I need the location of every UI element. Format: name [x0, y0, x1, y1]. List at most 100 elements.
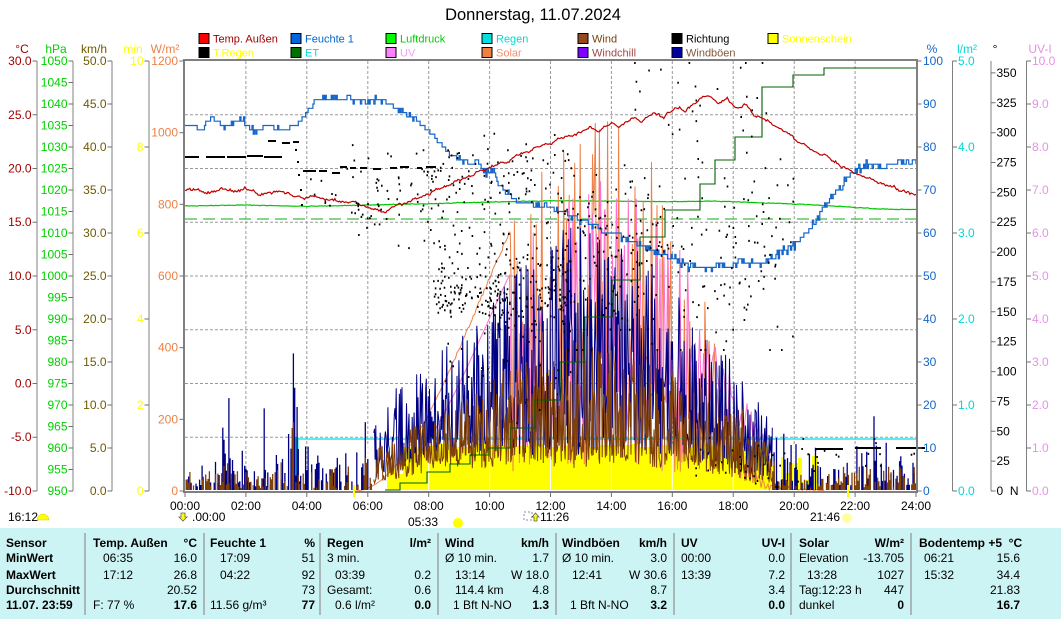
svg-text:dunkel: dunkel [799, 598, 834, 612]
svg-text:3.2: 3.2 [650, 598, 667, 612]
svg-text:34.4: 34.4 [997, 568, 1021, 582]
svg-text:40.0: 40.0 [83, 140, 107, 154]
svg-text:800: 800 [158, 197, 178, 211]
svg-text:1.0: 1.0 [1032, 441, 1049, 455]
svg-text:0 N: 0 N [997, 484, 1019, 498]
svg-text:985: 985 [47, 334, 67, 348]
svg-text:Richtung: Richtung [686, 34, 729, 46]
svg-text:3 min.: 3 min. [327, 551, 360, 565]
svg-text:10.0: 10.0 [83, 398, 107, 412]
svg-text:05:33: 05:33 [408, 515, 438, 529]
svg-text:Regen: Regen [496, 34, 528, 46]
svg-text:06:00: 06:00 [353, 499, 383, 513]
svg-text:0: 0 [171, 484, 178, 498]
svg-text:17:09: 17:09 [220, 551, 250, 565]
svg-text:30.0: 30.0 [83, 226, 107, 240]
svg-text:15.0: 15.0 [8, 215, 32, 229]
svg-text:20.0: 20.0 [83, 312, 107, 326]
svg-text:Bodentemp +5 °C: Bodentemp +5 °C [919, 536, 1022, 550]
svg-text:447: 447 [884, 583, 904, 597]
svg-text:0.0: 0.0 [958, 484, 975, 498]
svg-text:min: min [123, 42, 142, 56]
svg-text:92: 92 [302, 568, 316, 582]
svg-text:Sensor: Sensor [6, 536, 47, 550]
svg-text:08:00: 08:00 [414, 499, 444, 513]
svg-text:1027: 1027 [877, 568, 904, 582]
svg-text:13:14: 13:14 [455, 568, 485, 582]
svg-text:10:00: 10:00 [475, 499, 505, 513]
svg-text:Solar: Solar [799, 536, 829, 550]
svg-text:20:00: 20:00 [779, 499, 809, 513]
svg-text:l/m²: l/m² [410, 536, 431, 550]
svg-text:16.7: 16.7 [997, 598, 1021, 612]
svg-text:950: 950 [47, 484, 67, 498]
svg-text:0: 0 [137, 484, 144, 498]
svg-text:600: 600 [158, 269, 178, 283]
svg-text:16.0: 16.0 [174, 551, 198, 565]
svg-text:04:00: 04:00 [292, 499, 322, 513]
svg-text:1005: 1005 [41, 248, 68, 262]
svg-text:51: 51 [302, 551, 316, 565]
svg-text:1010: 1010 [41, 226, 68, 240]
svg-text:km/h: km/h [521, 536, 549, 550]
svg-text:22:00: 22:00 [840, 499, 870, 513]
svg-text:960: 960 [47, 441, 67, 455]
svg-text:03:39: 03:39 [335, 568, 365, 582]
svg-text:12:00: 12:00 [535, 499, 565, 513]
svg-text:11.07. 23:59: 11.07. 23:59 [6, 598, 73, 612]
svg-text:F: 77 %: F: 77 % [93, 598, 135, 612]
svg-text:°C: °C [184, 536, 198, 550]
svg-text:995: 995 [47, 291, 67, 305]
svg-text:3.0: 3.0 [650, 551, 667, 565]
svg-text:Feuchte 1: Feuchte 1 [305, 34, 354, 46]
svg-text:225: 225 [997, 215, 1017, 229]
svg-text:10.0: 10.0 [1032, 54, 1056, 68]
svg-text:00:00: 00:00 [170, 499, 200, 513]
svg-text:1 Bft N-NO: 1 Bft N-NO [570, 598, 629, 612]
svg-text:ET: ET [305, 48, 319, 60]
svg-text:25: 25 [997, 454, 1011, 468]
svg-text:5.0: 5.0 [958, 54, 975, 68]
svg-text:7.0: 7.0 [1032, 183, 1049, 197]
svg-text:06:35: 06:35 [103, 551, 133, 565]
svg-text:Ø 10 min.: Ø 10 min. [562, 551, 614, 565]
svg-text:1015: 1015 [41, 205, 68, 219]
svg-text:Durchschnitt: Durchschnitt [6, 583, 80, 597]
svg-text:3.4: 3.4 [768, 583, 785, 597]
svg-text:W 18.0: W 18.0 [511, 568, 549, 582]
svg-text:0.6 l/m²: 0.6 l/m² [335, 598, 375, 612]
svg-text:200: 200 [997, 245, 1017, 259]
svg-text:4: 4 [137, 312, 144, 326]
svg-text:26.8: 26.8 [174, 568, 198, 582]
svg-text:21:46: 21:46 [810, 510, 840, 524]
svg-text:990: 990 [47, 312, 67, 326]
svg-text:400: 400 [158, 341, 178, 355]
svg-text:12:41: 12:41 [572, 568, 602, 582]
svg-text:0.0: 0.0 [15, 377, 32, 391]
svg-text:1200: 1200 [151, 54, 178, 68]
svg-text:W/m²: W/m² [151, 42, 180, 56]
svg-text:Regen: Regen [327, 536, 364, 550]
svg-text:30: 30 [923, 355, 937, 369]
svg-text:15:32: 15:32 [924, 568, 954, 582]
svg-text:980: 980 [47, 355, 67, 369]
svg-text:975: 975 [47, 377, 67, 391]
svg-text:0.2: 0.2 [414, 568, 431, 582]
svg-text:4.8: 4.8 [532, 583, 549, 597]
svg-text:350: 350 [997, 66, 1017, 80]
svg-text:45.0: 45.0 [83, 97, 107, 111]
svg-text:60: 60 [923, 226, 937, 240]
svg-text:3.0: 3.0 [1032, 355, 1049, 369]
svg-text:0: 0 [897, 598, 904, 612]
svg-text:24:00: 24:00 [901, 499, 931, 513]
svg-text:6.0: 6.0 [1032, 226, 1049, 240]
svg-text:10.0: 10.0 [8, 269, 32, 283]
svg-text:0: 0 [923, 484, 930, 498]
svg-text:20.52: 20.52 [167, 583, 197, 597]
svg-text:21.83: 21.83 [990, 583, 1020, 597]
svg-text:17.6: 17.6 [174, 598, 198, 612]
svg-text:13:28: 13:28 [807, 568, 837, 582]
svg-text:1.3: 1.3 [532, 598, 549, 612]
svg-text:UV: UV [681, 536, 698, 550]
svg-text:7.2: 7.2 [768, 568, 785, 582]
